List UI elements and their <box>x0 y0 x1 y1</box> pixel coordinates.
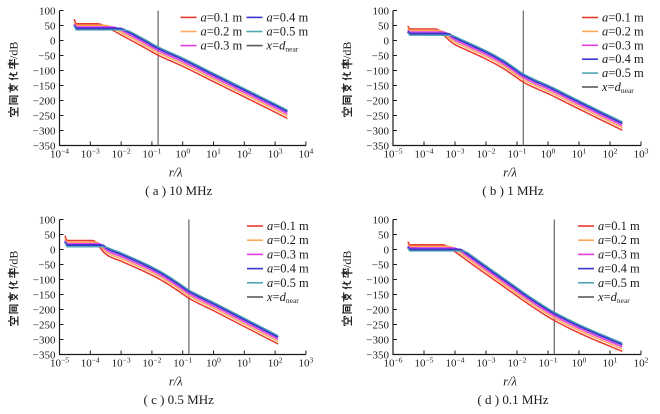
svg-text:−100: −100 <box>366 274 389 286</box>
svg-text:a=0.1 m: a=0.1 m <box>602 11 644 25</box>
svg-text:−150: −150 <box>366 80 389 92</box>
svg-text:−250: −250 <box>33 319 56 331</box>
svg-text:−350: −350 <box>33 349 56 361</box>
svg-text:−150: −150 <box>366 289 389 301</box>
svg-text:0: 0 <box>50 35 56 47</box>
svg-text:−300: −300 <box>33 334 56 346</box>
svg-text:−150: −150 <box>33 80 56 92</box>
svg-text:−200: −200 <box>366 95 389 107</box>
svg-text:a=0.4 m: a=0.4 m <box>602 52 644 66</box>
svg-text:( b ) 1 MHz: ( b ) 1 MHz <box>482 183 544 198</box>
svg-text:0: 0 <box>50 244 56 256</box>
svg-text:−50: −50 <box>38 50 56 62</box>
svg-text:r/λ: r/λ <box>503 166 517 180</box>
svg-text:a=0.3 m: a=0.3 m <box>201 39 243 53</box>
svg-text:100: 100 <box>373 214 390 226</box>
svg-text:−50: −50 <box>372 50 390 62</box>
svg-text:a=0.5 m: a=0.5 m <box>602 66 644 80</box>
svg-text:−150: −150 <box>33 289 56 301</box>
svg-text:50: 50 <box>45 20 57 32</box>
svg-text:a=0.3 m: a=0.3 m <box>602 38 644 52</box>
svg-text:a=0.3 m: a=0.3 m <box>267 247 309 261</box>
svg-text:a=0.1 m: a=0.1 m <box>267 219 309 233</box>
svg-text:−300: −300 <box>366 334 389 346</box>
svg-text:a=0.2 m: a=0.2 m <box>598 233 640 247</box>
svg-text:( a ) 10 MHz: ( a ) 10 MHz <box>145 183 212 198</box>
svg-text:( d ) 0.1 MHz: ( d ) 0.1 MHz <box>477 392 548 407</box>
svg-text:−50: −50 <box>38 259 56 271</box>
svg-text:a=0.4 m: a=0.4 m <box>267 262 309 276</box>
svg-text:r/λ: r/λ <box>503 375 517 389</box>
svg-text:−50: −50 <box>372 259 390 271</box>
svg-text:−300: −300 <box>33 125 56 137</box>
svg-text:−100: −100 <box>366 65 389 77</box>
svg-text:a=0.3 m: a=0.3 m <box>598 247 640 261</box>
svg-text:a=0.1 m: a=0.1 m <box>201 10 243 24</box>
svg-text:−200: −200 <box>33 95 56 107</box>
svg-text:/dB: /dB <box>340 251 354 268</box>
svg-text:0: 0 <box>384 244 390 256</box>
svg-text:50: 50 <box>378 229 390 241</box>
svg-text:0: 0 <box>384 35 390 47</box>
svg-text:100: 100 <box>39 214 56 226</box>
svg-text:−250: −250 <box>33 110 56 122</box>
svg-text:( c ) 0.5 MHz: ( c ) 0.5 MHz <box>143 392 214 407</box>
svg-text:a=0.2 m: a=0.2 m <box>267 233 309 247</box>
svg-text:−300: −300 <box>366 125 389 137</box>
svg-text:−200: −200 <box>33 304 56 316</box>
svg-text:50: 50 <box>45 229 57 241</box>
svg-text:/dB: /dB <box>7 42 21 59</box>
svg-text:50: 50 <box>378 20 390 32</box>
svg-text:−250: −250 <box>366 319 389 331</box>
svg-text:/dB: /dB <box>7 251 21 268</box>
svg-text:−250: −250 <box>366 110 389 122</box>
svg-text:a=0.1 m: a=0.1 m <box>598 219 640 233</box>
svg-text:100: 100 <box>373 5 390 17</box>
svg-text:−100: −100 <box>33 274 56 286</box>
svg-text:a=0.2 m: a=0.2 m <box>201 25 243 39</box>
svg-text:a=0.4 m: a=0.4 m <box>598 262 640 276</box>
svg-text:−350: −350 <box>366 140 389 152</box>
svg-text:−350: −350 <box>33 140 56 152</box>
svg-text:/dB: /dB <box>340 42 354 59</box>
svg-text:r/λ: r/λ <box>169 375 183 389</box>
svg-text:a=0.2 m: a=0.2 m <box>602 24 644 38</box>
svg-text:a=0.5 m: a=0.5 m <box>267 276 309 290</box>
svg-text:a=0.5 m: a=0.5 m <box>267 25 309 39</box>
svg-text:r/λ: r/λ <box>169 166 183 180</box>
svg-text:−350: −350 <box>366 349 389 361</box>
svg-text:100: 100 <box>39 5 56 17</box>
svg-text:a=0.4 m: a=0.4 m <box>267 10 309 24</box>
svg-text:−200: −200 <box>366 304 389 316</box>
svg-text:a=0.5 m: a=0.5 m <box>598 276 640 290</box>
svg-text:−100: −100 <box>33 65 56 77</box>
